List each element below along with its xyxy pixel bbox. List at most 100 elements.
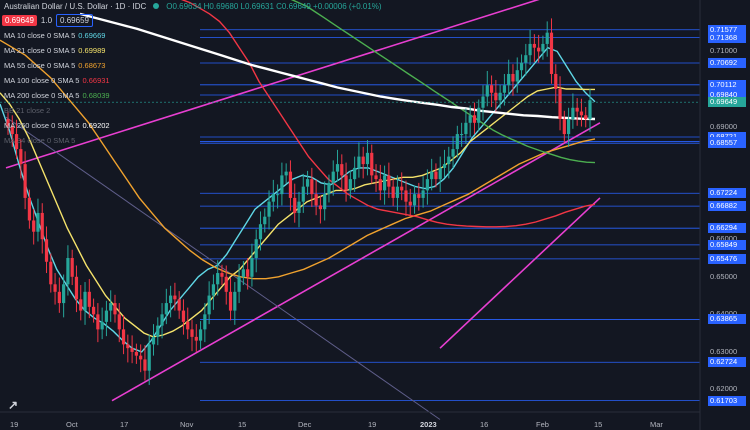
price-marker-label: 0.61703 [708,395,746,406]
candle-body [10,126,14,135]
candle-body [139,355,143,360]
price-tick-label: 0.69000 [710,121,738,131]
candle-body [62,284,66,304]
candle-body [447,156,451,165]
candle-body [519,62,524,71]
candle-body [335,164,340,172]
time-tick-label: Nov [180,420,194,429]
candle-body [220,273,224,277]
candle-body [537,47,541,52]
time-tick-label: Feb [536,420,549,429]
candle-body [156,325,160,337]
candle-body [528,43,532,56]
legend-label: MA 55 close 0 SMA 5 [4,61,76,70]
candle-body [130,348,134,352]
candle-body [562,119,566,135]
legend-item[interactable]: MA 55 close 0 SMA 5 0.68673 [4,61,105,70]
candle-body [113,303,117,315]
candle-body [489,85,494,93]
candle-body [186,321,190,330]
candle-body [36,212,40,232]
time-tick-label: 17 [120,420,129,429]
legend-value: 0.69669 [78,31,106,40]
candle-body [181,310,186,322]
candle-body [507,73,511,86]
legend-item[interactable]: MA 100 close 0 SMA 5 0.66931 [4,76,110,85]
candle-body [378,179,382,191]
candle-body [353,167,357,180]
candle-body [460,134,464,136]
candle-body [327,182,331,195]
candle-body [301,186,305,202]
candle-body [66,258,70,285]
candle-body [532,43,536,48]
candle-body [374,175,378,180]
ma-line-ma-200 [290,0,596,164]
symbol-title[interactable]: Australian Dollar / U.S. Dollar · 1D · I… [4,1,147,11]
candle-body [40,212,44,240]
legend-item[interactable]: MA 200 close 0 SMA 5 0.68039 [4,91,110,100]
time-tick-label: Dec [298,420,312,429]
legend-value: 0.69989 [78,46,106,55]
time-tick-label: 15 [594,420,603,429]
candle-body [391,186,395,198]
candle-body [451,149,455,157]
candle-body [357,156,361,168]
candle-body [297,201,301,213]
time-tick-label: 15 [238,420,247,429]
candle-body [267,201,271,217]
candle-body [96,314,100,330]
candle-body [271,194,275,202]
candle-body [246,269,250,277]
candle-body [241,269,245,277]
candle-body [169,295,173,304]
legend-item[interactable]: MA 260 close 0 SMA 5 0.69202 [4,121,110,130]
legend-label: MA 200 close 0 SMA 5 [4,91,80,100]
price-tick-label: 0.64000 [708,309,746,319]
candle-body [126,344,130,349]
legend-item[interactable]: MA 10 close 0 SMA 5 0.69669 [4,31,105,40]
candle-body [549,32,554,74]
candle-body [314,194,318,206]
candle-body [468,115,472,123]
candle-body [276,194,280,196]
candle-body [382,175,387,191]
candle-body [250,258,254,277]
time-tick-label: Mar [650,420,663,429]
time-tick-label: Oct [66,420,78,429]
candle-body [511,73,515,82]
candle-body [472,115,477,123]
time-tick-label: 2023 [420,420,437,429]
legend-label: MA 10 close 0 SMA 5 [4,31,76,40]
candle-body [109,303,113,311]
candle-body [498,92,502,101]
price-marker-label: 0.70692 [708,58,746,68]
trendline-descending-line [5,116,441,420]
price-tick-label: 0.62000 [710,384,738,394]
candle-body [228,291,233,311]
candle-body [554,73,558,89]
chart-header: Australian Dollar / U.S. Dollar · 1D · I… [4,0,382,12]
tradingview-logo-icon[interactable]: ↗ [8,398,19,412]
candle-body [494,92,498,101]
candle-body [425,179,429,191]
candle-body [365,152,370,165]
candle-body [91,306,96,315]
time-tick-label: 19 [10,420,19,429]
legend-label: BB 21 close 2 [4,106,51,115]
candle-body [224,276,228,292]
candle-body [164,303,168,315]
sell-button[interactable]: 0.69649 [2,15,37,26]
buy-button[interactable]: 0.69659 [56,14,93,27]
candle-body [32,220,36,232]
legend-item[interactable]: BB 21 close 2 [4,106,50,115]
candle-body [370,152,374,176]
candle-body [203,314,207,330]
price-marker-label: 0.68557 [708,138,746,149]
candle-body [395,186,400,198]
candle-body [584,115,588,120]
legend-item[interactable]: MA 34 close 0 SMA 5 [4,136,75,145]
legend-item[interactable]: MA 21 close 0 SMA 5 0.69989 [4,46,105,55]
candle-body [121,329,126,345]
